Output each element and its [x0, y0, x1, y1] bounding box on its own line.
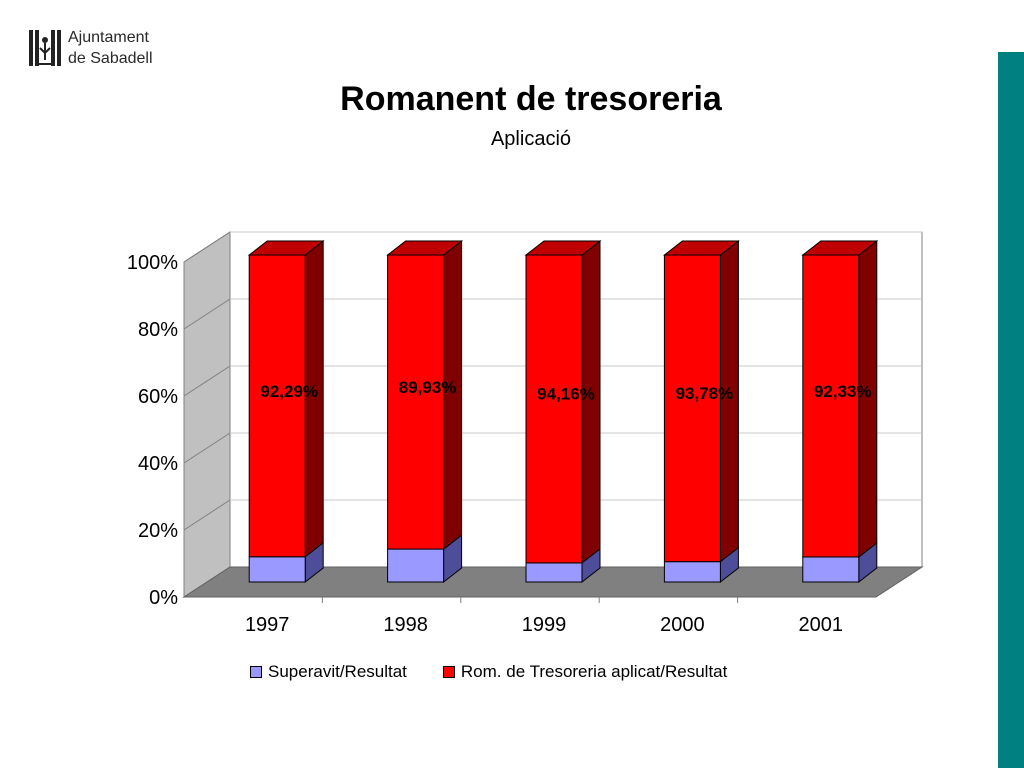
data-label: 92,29% [260, 382, 318, 401]
bar-romanent [525, 254, 583, 564]
bar-superavit [663, 561, 721, 583]
bar-superavit [802, 556, 860, 583]
gridline-side [183, 432, 231, 464]
accent-side-bar [998, 52, 1024, 768]
side-wall [183, 231, 231, 598]
logo-line-2: de Sabadell [68, 50, 153, 67]
legend-label-romanent: Rom. de Tresoreria aplicat/Resultat [460, 662, 728, 681]
data-label: 94,16% [537, 385, 595, 404]
data-label: 92,33% [814, 382, 872, 401]
bar-romanent [802, 254, 860, 558]
bar-romanent [387, 254, 445, 550]
legend-swatch-superavit [250, 666, 262, 678]
legend-label-superavit: Superavit/Resultat [268, 662, 407, 681]
data-label: 89,93% [399, 378, 457, 397]
gridline-side [183, 231, 231, 263]
chart-subtitle: Aplicació [490, 128, 572, 150]
legend: Superavit/Resultat Rom. de Tresoreria ap… [250, 662, 763, 682]
x-tick-label: 2001 [799, 614, 844, 636]
gridline-side [183, 298, 231, 330]
bar-top [801, 240, 879, 256]
y-tick-label: 80% [138, 319, 178, 341]
bar-romanent [663, 254, 721, 563]
x-tick-label: 1999 [522, 614, 567, 636]
logo: Ajuntament de Sabadell [28, 26, 178, 74]
y-tick-label: 20% [138, 520, 178, 542]
logo-text: Ajuntament de Sabadell [68, 27, 153, 69]
y-tick-label: 0% [149, 587, 178, 609]
x-tick-label: 1998 [383, 614, 428, 636]
x-tick-label: 2000 [660, 614, 705, 636]
gridline-side [183, 365, 231, 397]
bar-top [386, 240, 464, 256]
y-tick-label: 40% [138, 453, 178, 475]
legend-swatch-romanent [442, 666, 455, 678]
bar-superavit [248, 556, 306, 583]
data-label: 93,78% [676, 384, 734, 403]
x-tick-label: 1997 [245, 614, 290, 636]
y-tick-label: 100% [127, 252, 178, 274]
chart-title: Romanent de tresoreria [340, 80, 722, 118]
bar-top [247, 240, 325, 256]
gridline-side [183, 499, 231, 531]
y-tick-label: 60% [138, 386, 178, 408]
bar-superavit [387, 548, 445, 583]
bar-superavit [525, 562, 583, 583]
sabadell-emblem-icon [29, 30, 61, 66]
bar-romanent [248, 254, 306, 558]
legend-item-superavit: Superavit/Resultat [250, 662, 407, 682]
logo-line-1: Ajuntament [68, 29, 149, 46]
legend-item-romanent: Rom. de Tresoreria aplicat/Resultat [442, 662, 728, 682]
bar-top [524, 240, 602, 256]
bar-top [662, 240, 740, 256]
